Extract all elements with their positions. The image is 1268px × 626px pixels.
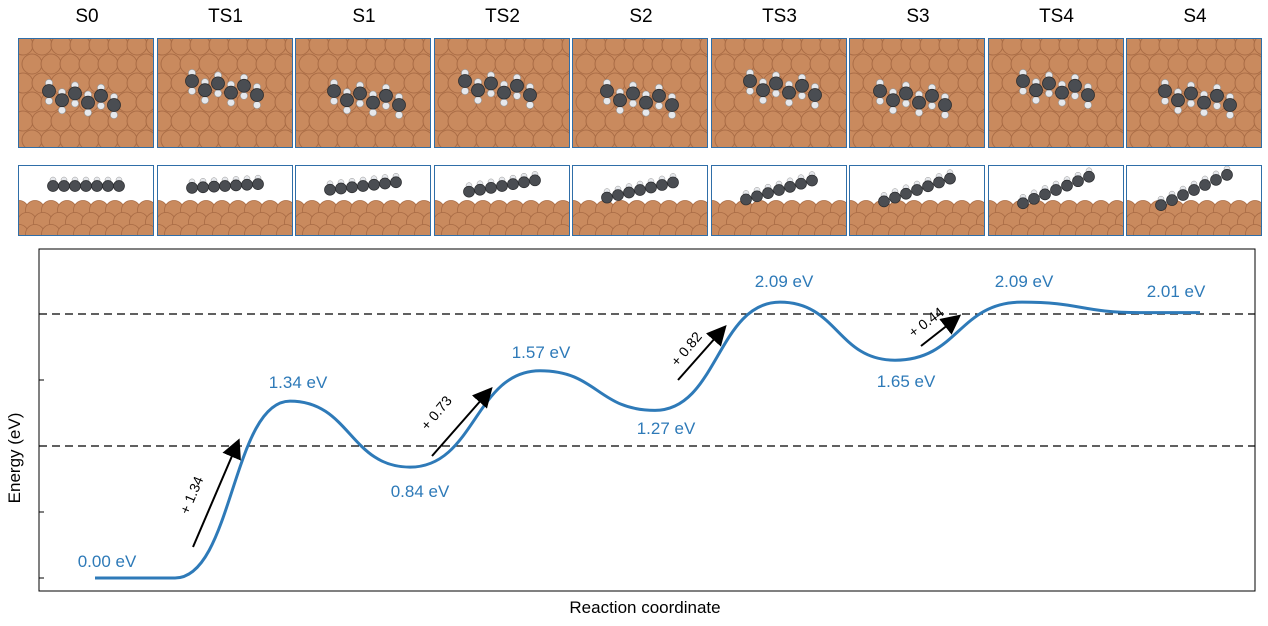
energy-label-ts2: 1.57 eV — [512, 343, 571, 362]
energy-label-s0: 0.00 eV — [78, 552, 137, 571]
side-view-panel-ts4 — [987, 165, 1124, 236]
state-label-s3: S3 — [906, 6, 930, 27]
state-label-s2: S2 — [629, 6, 653, 27]
energy-label-s3: 1.65 eV — [877, 372, 936, 391]
side-view-panel-ts1 — [156, 165, 293, 236]
molecule-side-view — [601, 173, 679, 204]
state-label-s1: S1 — [352, 6, 376, 27]
energy-profile-line — [95, 300, 1200, 580]
side-view-panel-ts3 — [710, 165, 847, 236]
molecule-side-view — [739, 171, 818, 206]
y-axis-label: Energy (eV) — [5, 413, 24, 504]
side-view-panel-s1 — [295, 165, 431, 236]
molecule-top-view — [457, 69, 537, 109]
energy-profile-chart: 0.00 eV 1.34 eV 0.84 eV 1.57 eV 1.27 eV 2.09 … — [5, 248, 1256, 617]
molecule-side-view — [47, 176, 125, 192]
molecule-top-view — [1015, 69, 1095, 109]
energy-label-s1: 0.84 eV — [391, 482, 450, 501]
top-view-panel-ts4 — [987, 38, 1124, 148]
side-view-panel-s3 — [849, 165, 985, 236]
top-view-panel-ts2 — [433, 38, 570, 148]
molecule-top-view — [600, 79, 679, 119]
top-view-panel-s4 — [1126, 38, 1262, 148]
x-axis-label: Reaction coordinate — [569, 598, 720, 617]
molecule-side-view — [1016, 167, 1095, 210]
top-view-panel-ts3 — [710, 38, 847, 148]
molecule-side-view — [462, 171, 541, 198]
molecule-side-view — [324, 172, 402, 196]
molecule-top-view — [1158, 79, 1237, 119]
barrier-label-4: + 0.44 — [905, 304, 946, 341]
energy-label-ts1: 1.34 eV — [269, 373, 328, 392]
molecule-top-view — [327, 79, 406, 119]
state-label-s4: S4 — [1183, 6, 1207, 27]
top-view-panel-ts1 — [156, 38, 293, 148]
molecule-top-view — [742, 69, 822, 109]
molecule-side-view — [185, 174, 264, 194]
molecule-top-view — [184, 69, 264, 109]
molecule-side-view — [1155, 166, 1233, 211]
state-label-ts4: TS4 — [1039, 6, 1074, 27]
molecule-side-view — [878, 169, 956, 208]
energy-label-s4: 2.01 eV — [1147, 282, 1206, 301]
barrier-arrow-1: + 1.34 — [176, 438, 241, 548]
barrier-label-1: + 1.34 — [176, 474, 206, 517]
state-label-ts2: TS2 — [485, 6, 520, 27]
molecule-top-view — [873, 79, 952, 119]
top-view-panel-s2 — [572, 38, 708, 148]
state-label-ts1: TS1 — [208, 6, 243, 27]
energy-label-s2: 1.27 eV — [637, 419, 696, 438]
energy-label-ts3: 2.09 eV — [755, 272, 814, 291]
top-view-panel-s1 — [295, 38, 431, 148]
side-view-panel-s0 — [18, 165, 154, 236]
barrier-label-2: + 0.73 — [417, 392, 455, 433]
barrier-arrow-3: + 0.82 — [667, 325, 727, 381]
molecule-top-view — [42, 79, 121, 119]
barrier-label-3: + 0.82 — [667, 328, 705, 369]
state-label-s0: S0 — [75, 6, 99, 27]
side-view-panel-s4 — [1126, 165, 1262, 236]
energy-label-ts4: 2.09 eV — [995, 272, 1054, 291]
top-view-panel-s3 — [849, 38, 985, 148]
top-view-panel-s0 — [18, 38, 154, 148]
plot-frame — [38, 248, 1256, 592]
state-label-ts3: TS3 — [762, 6, 797, 27]
side-view-panel-s2 — [572, 165, 708, 236]
side-view-panel-ts2 — [433, 165, 570, 236]
